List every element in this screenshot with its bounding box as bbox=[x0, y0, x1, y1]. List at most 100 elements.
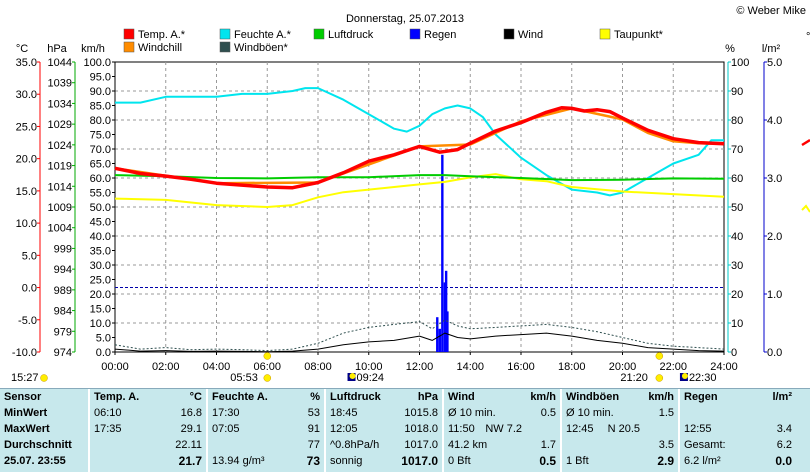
x-axis-tick-label: 16:00 bbox=[507, 361, 535, 373]
axis-tick-label: 35.0 bbox=[90, 246, 111, 258]
axes: 35.0 30.0 25.0 20.0 15.0 10.0 5.0 0.0 -5.0 -10.0 1… bbox=[12, 57, 782, 373]
stats-gusts-column: Windböen km/h Ø 10 min. 1.5 12:45 N 20.5 3.… bbox=[560, 389, 678, 472]
axis-tick-label: 1009 bbox=[48, 202, 72, 214]
stats-row: 17:35 29.1 bbox=[94, 423, 202, 435]
right-edge-fragment: ° bbox=[801, 31, 810, 213]
legend-label: Temp. A.* bbox=[138, 29, 186, 41]
axis-tick-label: 1034 bbox=[48, 98, 72, 110]
stats-panel: Sensor MinWert MaxWert Durchschnitt 25.0… bbox=[0, 388, 810, 472]
stats-rain-column: Regen l/m² 12:55 3.4 Gesamt: 6.2 6.2 l/m² 0.… bbox=[678, 389, 796, 472]
axis-tick-label: 1039 bbox=[48, 78, 72, 90]
legend-label: Luftdruck bbox=[328, 29, 374, 41]
legend-swatch bbox=[123, 28, 135, 40]
axis-tick-label: 30 bbox=[731, 260, 743, 272]
stats-row: 18:45 1015.8 bbox=[330, 407, 438, 419]
axis-tick-label: 1.0 bbox=[767, 289, 782, 301]
stats-humidity-column: Feuchte A.% 17:30 53 07:05 91 77 13.94 g/m… bbox=[206, 389, 324, 472]
legend-label: Windböen* bbox=[234, 42, 289, 54]
axis-tick-label: 80.0 bbox=[90, 115, 111, 127]
sun-icon bbox=[655, 374, 664, 382]
stats-sensor-row: 25.07. 23:55 bbox=[4, 455, 66, 467]
x-axis-tick-label: 00:00 bbox=[101, 361, 129, 373]
axis-tick-label: 10 bbox=[731, 318, 743, 330]
sun-icon bbox=[40, 374, 48, 382]
stats-pressure-header: Luftdruck hPa bbox=[330, 391, 438, 403]
legend-label: Windchill bbox=[138, 42, 182, 54]
stats-row: 12:05 1018.0 bbox=[330, 423, 438, 435]
axis-tick-label: 0.0 bbox=[767, 347, 782, 359]
x-axis-tick-label: 24:00 bbox=[710, 361, 738, 373]
stats-row: 21.7 bbox=[178, 454, 202, 468]
rain-bar bbox=[444, 270, 448, 352]
stats-row: 06:10 16.8 bbox=[94, 407, 202, 419]
axis-tick-label: 80 bbox=[731, 115, 743, 127]
svg-text:°: ° bbox=[806, 31, 810, 43]
stats-row bbox=[680, 405, 796, 421]
axis-tick-label: 15.0 bbox=[16, 186, 37, 198]
stats-row: 12:45 N 20.5 bbox=[566, 423, 640, 435]
rain-bar bbox=[441, 154, 444, 352]
axis-tick-label: 5.0 bbox=[767, 57, 782, 69]
stats-row: 22.11 bbox=[175, 439, 202, 451]
axis-tick-label: 984 bbox=[54, 306, 72, 318]
x-axis-tick-label: 22:00 bbox=[659, 361, 687, 373]
axis-tick-label: -10.0 bbox=[12, 347, 37, 359]
axis-unit-humidity: % bbox=[725, 43, 735, 55]
axis-tick-label: 2.0 bbox=[767, 231, 782, 243]
axis-tick-label: 40.0 bbox=[90, 231, 111, 243]
series-line bbox=[114, 106, 725, 190]
legend-swatch bbox=[409, 28, 421, 40]
axis-tick-label: 974 bbox=[54, 347, 72, 359]
axis-tick-label: 65.0 bbox=[90, 159, 111, 171]
stats-sensor-header: Sensor bbox=[4, 391, 42, 403]
stats-row: Ø 10 min. 1.5 bbox=[566, 407, 674, 419]
axis-tick-label: 60.0 bbox=[90, 173, 111, 185]
axis-unit-pressure: hPa bbox=[47, 43, 67, 55]
chart-title: Donnerstag, 25.07.2013 bbox=[346, 13, 464, 25]
legend-label: Feuchte A.* bbox=[234, 29, 292, 41]
axis-tick-label: 1029 bbox=[48, 119, 72, 131]
stats-pressure-column: Luftdruck hPa 18:45 1015.8 12:05 1018.0 ^0.… bbox=[324, 389, 442, 472]
stats-row: 11:50 NW 7.2 bbox=[448, 423, 522, 435]
axis-tick-label: 15.0 bbox=[90, 304, 111, 316]
x-axis-tick-label: 04:00 bbox=[203, 361, 231, 373]
stats-sensor-row: MinWert bbox=[4, 407, 48, 419]
axis-tick-label: 50 bbox=[731, 202, 743, 214]
axis-tick-label: 20 bbox=[731, 289, 743, 301]
axis-tick-label: 70.0 bbox=[90, 144, 111, 156]
stats-wind-column: Wind km/h Ø 10 min. 0.5 11:50 NW 7.2 41.2 k… bbox=[442, 389, 560, 472]
stats-row: sonnig 1017.0 bbox=[330, 454, 438, 468]
axis-tick-label: 10.0 bbox=[16, 218, 37, 230]
sun-icon bbox=[655, 352, 664, 360]
sunrise-left-label: 15:27 bbox=[11, 372, 39, 384]
sun-icon bbox=[263, 374, 272, 382]
legend-label: Taupunkt* bbox=[614, 29, 664, 41]
axis-tick-label: 5.0 bbox=[96, 333, 111, 345]
legend-swatch bbox=[219, 41, 231, 53]
axis-tick-label: 979 bbox=[54, 326, 72, 338]
axis-tick-label: 40 bbox=[731, 231, 743, 243]
axis-tick-label: 75.0 bbox=[90, 130, 111, 142]
axis-tick-label: 20.0 bbox=[90, 289, 111, 301]
axis-unit-wind: km/h bbox=[81, 43, 105, 55]
sunset-label: 21:20 bbox=[620, 372, 648, 384]
axis-tick-label: 100.0 bbox=[83, 57, 111, 69]
series-layer bbox=[114, 87, 725, 353]
axis-tick-label: 0 bbox=[731, 347, 737, 359]
axis-tick-label: 30.0 bbox=[16, 89, 37, 101]
legend-swatch bbox=[313, 28, 325, 40]
axis-tick-label: 0.0 bbox=[96, 347, 111, 359]
stats-row: 0 Bft 0.5 bbox=[448, 454, 556, 468]
axis-tick-label: 55.0 bbox=[90, 188, 111, 200]
axis-tick-label: 1044 bbox=[48, 57, 72, 69]
stats-row: 12:55 3.4 bbox=[684, 423, 792, 435]
axis-tick-label: 95.0 bbox=[90, 72, 111, 84]
axis-tick-label: 3.0 bbox=[767, 173, 782, 185]
stats-rain-header: Regen l/m² bbox=[684, 391, 792, 403]
stats-row: 6.2 l/m² 0.0 bbox=[684, 454, 792, 468]
rain-bar bbox=[438, 328, 441, 352]
x-axis-tick-label: 14:00 bbox=[456, 361, 484, 373]
axis-tick-label: 90.0 bbox=[90, 86, 111, 98]
axis-tick-label: 1024 bbox=[48, 140, 72, 152]
